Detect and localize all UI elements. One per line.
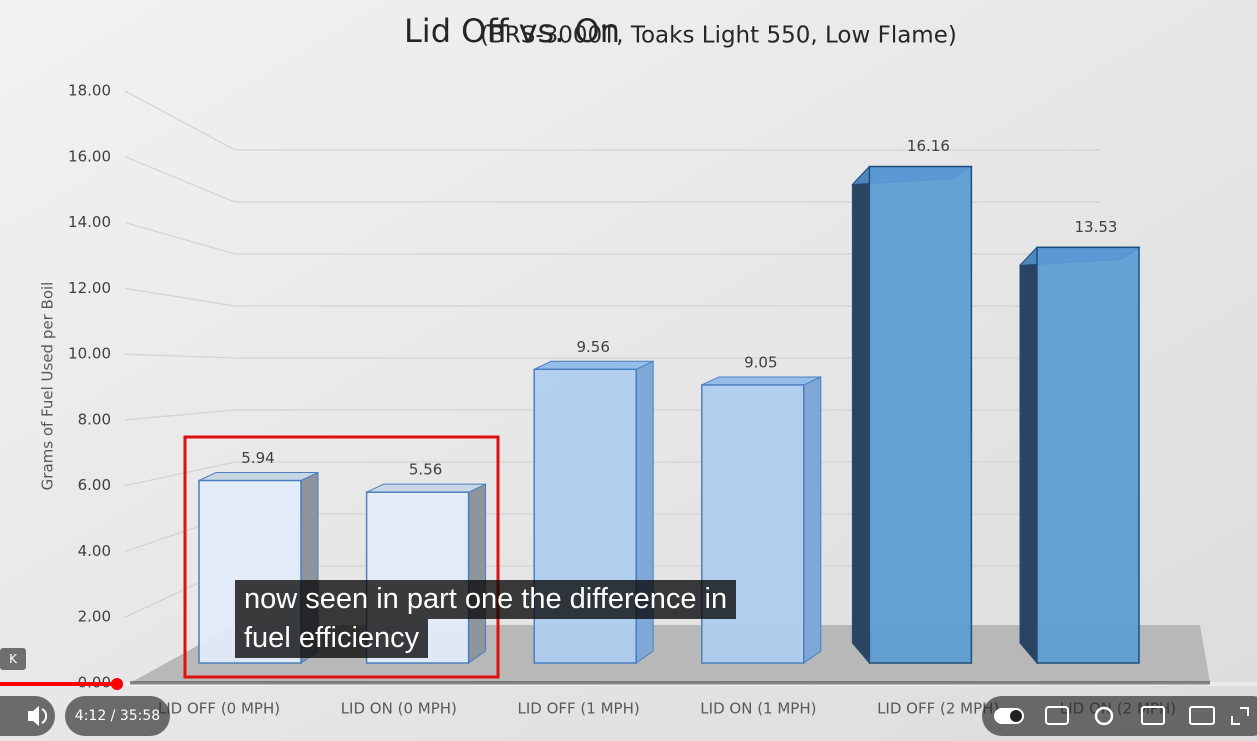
progress-track[interactable] (0, 682, 1257, 686)
y-tick-label: 16.00 (68, 147, 111, 165)
bar-top (366, 483, 486, 493)
y-tick-label: 18.00 (68, 82, 111, 100)
data-label: 13.53 (1075, 218, 1118, 236)
y-axis-label: Grams of Fuel Used per Boil (39, 282, 57, 491)
y-tick-label: 12.00 (68, 279, 111, 297)
grid-line (124, 90, 1100, 151)
cc-button[interactable] (1045, 706, 1069, 725)
x-tick-label: LID OFF (2 MPH) (877, 700, 999, 718)
data-label: 9.56 (576, 338, 609, 356)
bar-side (468, 483, 487, 664)
volume-icon (28, 706, 48, 726)
right-controls (982, 696, 1257, 736)
control-icons (994, 706, 1249, 726)
settings-button[interactable] (1094, 706, 1114, 726)
x-tick-label: LID OFF (1 MPH) (517, 700, 639, 718)
y-tick-label: 14.00 (68, 213, 111, 231)
bar-side (1019, 246, 1038, 665)
bar-top (533, 360, 654, 370)
volume-button[interactable] (0, 696, 55, 736)
grid-line (124, 353, 1100, 359)
bar (701, 384, 805, 664)
time-display: 4:12 / 35:58 (65, 696, 170, 736)
chart-subtitle: (BRS-3000T, Toaks Light 550, Low Flame) (480, 23, 957, 49)
key-hint: K (0, 648, 26, 670)
highlight-box (183, 435, 500, 679)
grid-line (124, 221, 1100, 255)
bar-top (701, 376, 822, 386)
bar (1036, 246, 1140, 664)
y-tick-label: 10.00 (68, 345, 111, 363)
x-tick-label: LID ON (0 MPH) (341, 700, 457, 718)
bar-side (803, 376, 822, 664)
caption-line: now seen in part one the difference in (235, 580, 737, 619)
progress-played (0, 682, 117, 686)
cast-button[interactable] (1189, 706, 1215, 725)
y-tick-label: 6.00 (78, 476, 111, 494)
data-label: 5.56 (409, 461, 442, 479)
bar-top (198, 472, 319, 482)
y-tick-label: 8.00 (78, 410, 111, 428)
progress-handle[interactable] (111, 678, 123, 690)
data-label: 5.94 (241, 449, 274, 467)
miniplayer-button[interactable] (1141, 706, 1165, 725)
data-label: 16.16 (907, 137, 950, 155)
y-tick-label: 2.00 (78, 608, 111, 626)
grid-line (124, 156, 1100, 203)
grid-line (124, 287, 1100, 307)
x-tick-label: LID ON (1 MPH) (700, 700, 816, 718)
chart-title: Lid Off vs. On (404, 12, 620, 50)
x-tick-label: LID OFF (0 MPH) (158, 700, 280, 718)
bar (868, 165, 973, 664)
bar-side (851, 165, 870, 665)
y-tick-label: 4.00 (78, 542, 111, 560)
fullscreen-button[interactable] (1231, 707, 1249, 725)
caption-line: fuel efficiency (235, 619, 429, 658)
data-label: 9.05 (744, 353, 777, 371)
